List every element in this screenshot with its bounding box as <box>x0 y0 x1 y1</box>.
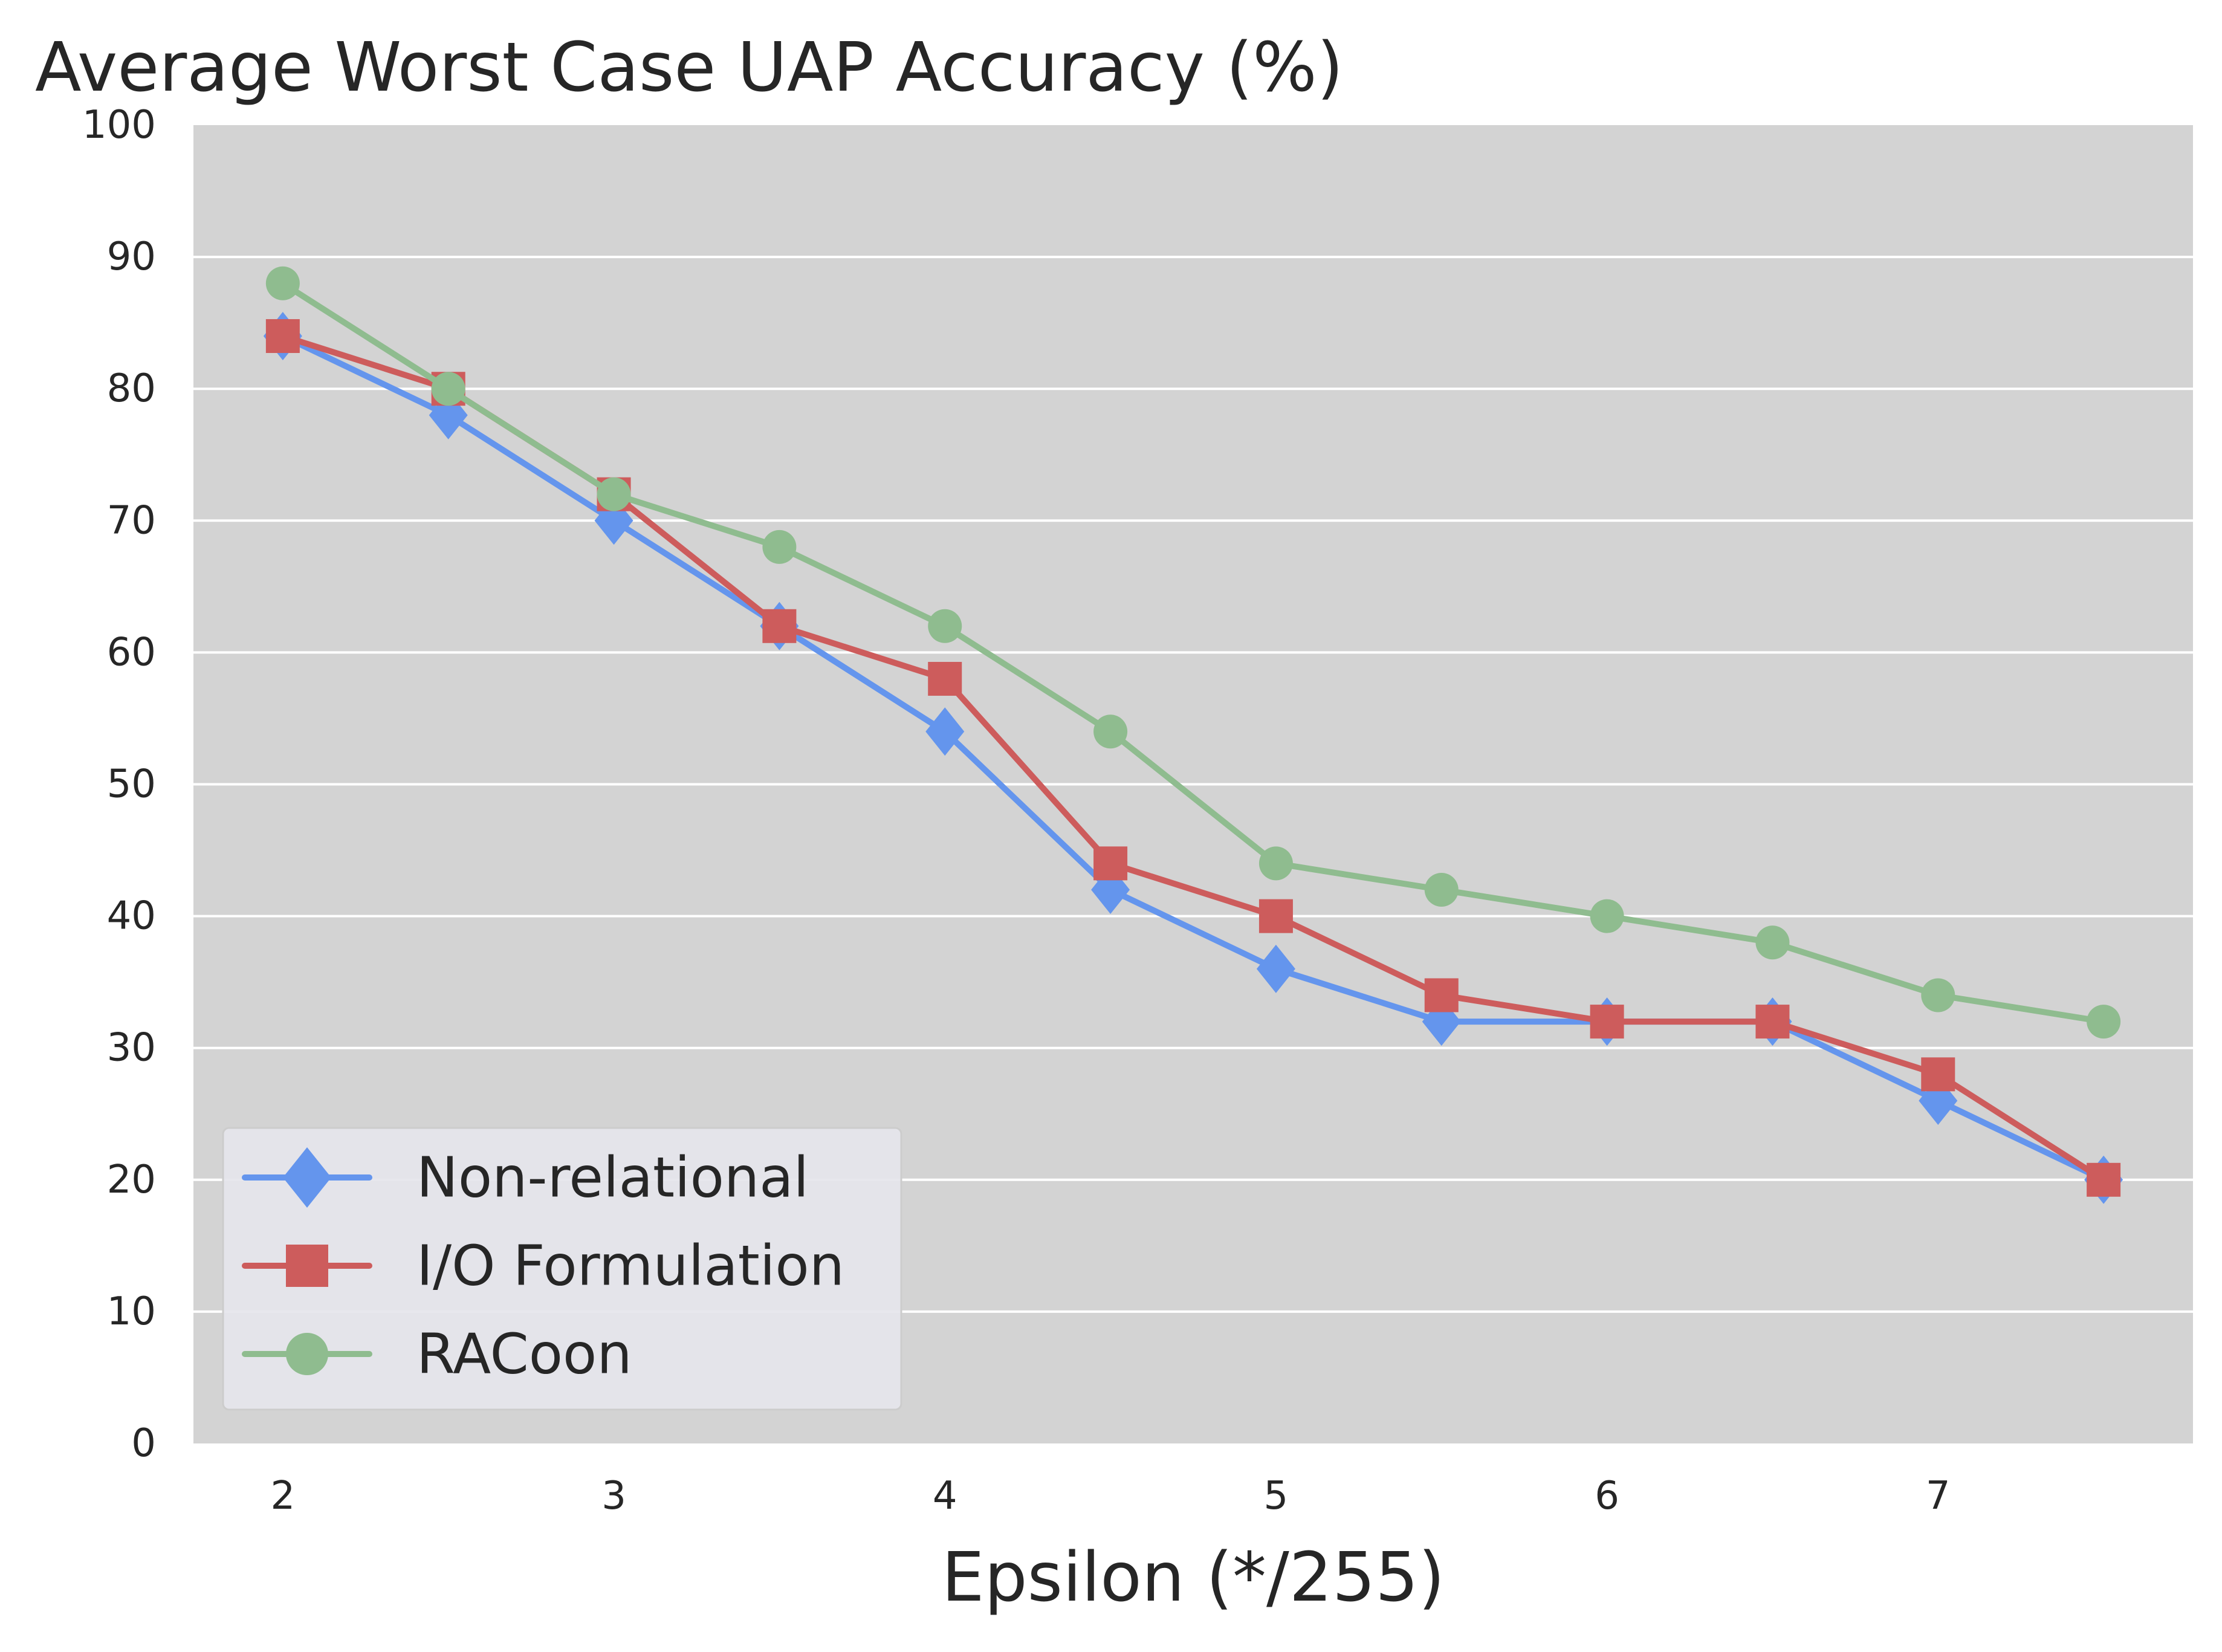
y-tick-label: 10 <box>107 1289 156 1334</box>
x-tick-label: 6 <box>1595 1474 1619 1518</box>
x-axis-ticks: 2 3 4 5 6 7 <box>271 1474 1951 1518</box>
data-point-non-relational <box>925 707 965 756</box>
data-point-i-o-formulation <box>1258 899 1293 933</box>
y-tick-label: 80 <box>107 366 156 411</box>
legend-marker-diamond <box>283 1147 331 1208</box>
legend-label: RACoon <box>416 1322 632 1387</box>
y-axis-ticks: 0 10 20 30 40 50 60 70 80 90 100 <box>82 103 156 1466</box>
data-point-racoon <box>1424 872 1459 907</box>
series-line-racoon <box>279 280 2107 1025</box>
data-point-i-o-formulation <box>265 319 300 353</box>
x-tick-label: 4 <box>933 1474 957 1518</box>
data-point-i-o-formulation <box>928 662 962 696</box>
legend: Non-relational I/O Formulation RACoon <box>222 1127 902 1411</box>
x-axis-label: Epsilon (*/255) <box>942 1538 1445 1617</box>
data-point-racoon <box>2087 1005 2121 1039</box>
gridlines <box>193 256 2193 1313</box>
y-tick-label: 100 <box>82 103 156 147</box>
y-tick-label: 40 <box>107 894 156 939</box>
data-point-racoon <box>1093 714 1128 749</box>
x-tick-label: 2 <box>271 1474 296 1518</box>
data-point-racoon <box>1755 925 1790 960</box>
y-tick-label: 50 <box>107 762 156 807</box>
data-point-racoon <box>762 530 797 564</box>
series-line-non-relational <box>279 332 2107 1183</box>
legend-entry-i-o-formulation: I/O Formulation <box>242 1234 844 1298</box>
series-racoon <box>265 266 2121 1039</box>
legend-entries: Non-relational I/O Formulation RACoon <box>242 1145 844 1387</box>
chart-title: Average Worst Case UAP Accuracy (%) <box>35 28 1343 107</box>
data-point-i-o-formulation <box>1424 978 1459 1012</box>
data-point-racoon <box>431 372 465 406</box>
data-point-racoon <box>597 477 631 511</box>
data-point-racoon <box>265 266 300 300</box>
data-point-i-o-formulation <box>1093 846 1128 881</box>
x-tick-label: 7 <box>1926 1474 1951 1518</box>
data-point-racoon <box>1590 899 1624 933</box>
y-tick-label: 60 <box>107 630 156 675</box>
data-point-racoon <box>928 609 962 643</box>
x-tick-label: 3 <box>601 1474 626 1518</box>
data-point-racoon <box>1921 978 1955 1012</box>
data-point-racoon <box>1258 846 1293 881</box>
legend-label: I/O Formulation <box>416 1234 844 1298</box>
y-tick-label: 0 <box>131 1421 156 1466</box>
y-tick-label: 20 <box>107 1158 156 1202</box>
data-point-i-o-formulation <box>1921 1057 1955 1092</box>
y-tick-label: 90 <box>107 235 156 279</box>
legend-label: Non-relational <box>416 1145 809 1210</box>
series-layer <box>263 266 2123 1204</box>
y-tick-label: 70 <box>107 498 156 543</box>
legend-marker-square <box>286 1245 328 1287</box>
legend-marker-circle <box>286 1333 328 1375</box>
y-tick-label: 30 <box>107 1026 156 1071</box>
data-point-i-o-formulation <box>2087 1162 2121 1197</box>
x-tick-label: 5 <box>1264 1474 1289 1518</box>
data-point-i-o-formulation <box>1755 1005 1790 1039</box>
data-point-i-o-formulation <box>1590 1005 1624 1039</box>
legend-box <box>222 1127 902 1411</box>
legend-entry-racoon: RACoon <box>242 1322 632 1387</box>
data-point-i-o-formulation <box>762 609 797 643</box>
data-point-non-relational <box>1256 944 1295 993</box>
legend-entry-non-relational: Non-relational <box>242 1145 809 1210</box>
